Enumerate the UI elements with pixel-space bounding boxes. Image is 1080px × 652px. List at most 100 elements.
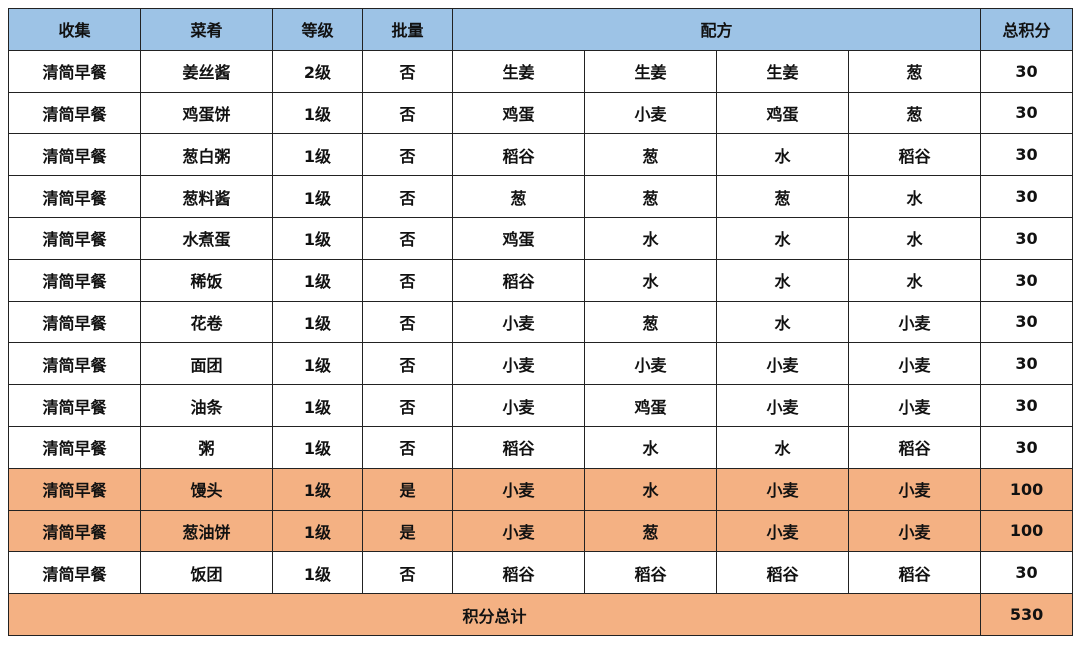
recipe-cell: 鸡蛋	[452, 91, 585, 135]
batch-cell: 否	[362, 384, 453, 427]
dish-cell: 葱油饼	[140, 509, 273, 553]
points-cell: 30	[980, 384, 1074, 427]
recipe-cell: 鸡蛋	[584, 384, 717, 427]
points-cell: 100	[980, 467, 1074, 511]
recipe-cell: 稻谷	[452, 551, 585, 595]
recipe-cell: 稻谷	[452, 425, 585, 469]
recipe-cell: 小麦	[452, 300, 585, 344]
points-cell: 100	[980, 509, 1074, 553]
points-cell: 30	[980, 91, 1074, 135]
points-cell: 30	[980, 342, 1074, 386]
collection-cell: 清简早餐	[8, 509, 141, 553]
batch-cell: 否	[362, 551, 453, 595]
collection-cell: 清简早餐	[8, 342, 141, 386]
recipe-cell: 稻谷	[584, 551, 717, 595]
batch-cell: 否	[362, 216, 453, 260]
points-cell: 30	[980, 300, 1074, 344]
header-recipe: 配方	[451, 8, 982, 51]
level-cell: 1级	[272, 216, 363, 260]
table-row: 清简早餐 饭团 1级否稻谷 稻谷 稻谷 稻谷 30	[8, 551, 1074, 595]
recipe-cell: 稻谷	[847, 425, 982, 469]
recipe-cell: 小麦	[584, 342, 717, 386]
collection-cell: 清简早餐	[8, 175, 141, 218]
batch-cell: 否	[362, 258, 453, 302]
recipe-cell: 水	[716, 300, 849, 344]
recipe-cell: 葱	[584, 300, 717, 344]
recipe-cell: 小麦	[847, 467, 982, 511]
recipe-cell: 小麦	[452, 467, 585, 511]
collection-cell: 清简早餐	[8, 467, 141, 511]
table-row: 清简早餐 稀饭 1级否稻谷水水水 30	[8, 258, 1074, 302]
recipe-cell: 小麦	[716, 342, 849, 386]
level-cell: 1级	[272, 175, 363, 218]
recipe-cell: 葱	[584, 175, 717, 218]
dish-cell: 葱料酱	[140, 175, 273, 218]
dish-cell: 粥	[140, 425, 273, 469]
batch-cell: 是	[362, 509, 453, 553]
recipe-cell: 小麦	[452, 509, 585, 553]
recipe-cell: 水	[584, 467, 717, 511]
recipe-cell: 水	[716, 216, 849, 260]
collection-cell: 清简早餐	[8, 216, 141, 260]
header-level: 等级	[272, 8, 363, 51]
dish-cell: 水煮蛋	[140, 216, 273, 260]
dish-cell: 馒头	[140, 467, 273, 511]
recipe-cell: 葱	[452, 175, 585, 218]
total-value: 530	[980, 593, 1074, 636]
dish-cell: 花卷	[140, 300, 273, 344]
level-cell: 1级	[272, 467, 363, 511]
batch-cell: 否	[362, 91, 453, 135]
level-cell: 1级	[272, 551, 363, 595]
batch-cell: 否	[362, 133, 453, 177]
collection-cell: 清简早餐	[8, 425, 141, 469]
table-row: 清简早餐粥 1级否稻谷水水稻谷 30	[8, 425, 1074, 469]
recipe-cell: 生姜	[716, 49, 849, 93]
total-row: 积分总计 530	[7, 593, 1074, 636]
recipe-cell: 小麦	[847, 384, 982, 427]
level-cell: 1级	[272, 133, 363, 177]
level-cell: 2级	[272, 49, 363, 93]
batch-cell: 否	[362, 175, 453, 218]
points-cell: 30	[980, 425, 1074, 469]
recipe-cell: 葱	[847, 91, 982, 135]
dish-cell: 面团	[140, 342, 273, 386]
recipe-cell: 小麦	[716, 467, 849, 511]
recipe-cell: 葱	[847, 49, 982, 93]
batch-cell: 否	[362, 49, 453, 93]
recipe-cell: 生姜	[584, 49, 717, 93]
recipe-cell: 葱	[584, 133, 717, 177]
recipe-cell: 小麦	[452, 384, 585, 427]
recipe-cell: 水	[584, 425, 717, 469]
level-cell: 1级	[272, 342, 363, 386]
recipe-cell: 小麦	[716, 509, 849, 553]
points-cell: 30	[980, 258, 1074, 302]
recipe-cell: 水	[716, 133, 849, 177]
recipe-cell: 稻谷	[847, 551, 982, 595]
table-row: 清简早餐 水煮蛋 1级否鸡蛋水水水 30	[8, 216, 1074, 260]
points-cell: 30	[980, 551, 1074, 595]
points-cell: 30	[980, 49, 1074, 93]
level-cell: 1级	[272, 509, 363, 553]
batch-cell: 否	[362, 425, 453, 469]
table-row: 清简早餐 葱白粥 1级否稻谷葱水稻谷 30	[8, 133, 1074, 177]
recipe-cell: 葱	[716, 175, 849, 218]
collection-cell: 清简早餐	[8, 91, 141, 135]
table-row: 清简早餐 姜丝酱 2级否生姜 生姜 生姜葱 30	[8, 49, 1074, 93]
points-cell: 30	[980, 133, 1074, 177]
recipe-cell: 小麦	[847, 300, 982, 344]
table-row: 清简早餐 鸡蛋饼 1级否鸡蛋 小麦 鸡蛋葱 30	[8, 91, 1074, 135]
collection-cell: 清简早餐	[8, 384, 141, 427]
points-cell: 30	[980, 175, 1074, 218]
recipe-cell: 小麦	[847, 342, 982, 386]
recipe-cell: 葱	[584, 509, 717, 553]
dish-cell: 葱白粥	[140, 133, 273, 177]
recipe-cell: 鸡蛋	[452, 216, 585, 260]
recipe-cell: 小麦	[584, 91, 717, 135]
level-cell: 1级	[272, 258, 363, 302]
header-batch: 批量	[362, 8, 453, 51]
recipe-cell: 水	[584, 258, 717, 302]
collection-cell: 清简早餐	[8, 258, 141, 302]
table-row: 清简早餐 花卷 1级否小麦葱水小麦 30	[8, 300, 1074, 344]
dish-cell: 饭团	[140, 551, 273, 595]
batch-cell: 否	[362, 342, 453, 386]
